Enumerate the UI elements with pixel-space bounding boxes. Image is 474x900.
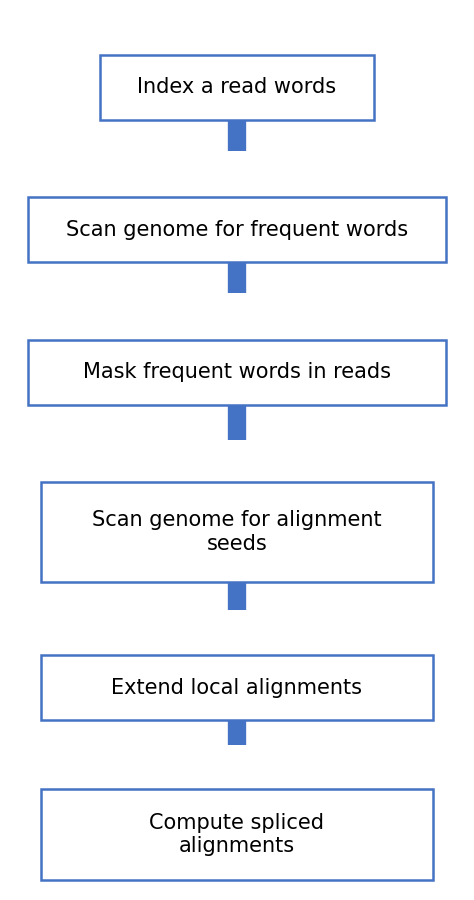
Text: Scan genome for alignment
seeds: Scan genome for alignment seeds [92, 510, 382, 554]
Text: Mask frequent words in reads: Mask frequent words in reads [83, 362, 391, 382]
FancyBboxPatch shape [27, 340, 447, 405]
FancyBboxPatch shape [100, 55, 374, 120]
FancyBboxPatch shape [27, 197, 447, 262]
Text: Scan genome for frequent words: Scan genome for frequent words [66, 220, 408, 239]
Text: Extend local alignments: Extend local alignments [111, 678, 363, 698]
FancyBboxPatch shape [41, 482, 433, 581]
Text: Index a read words: Index a read words [137, 77, 337, 97]
FancyBboxPatch shape [41, 655, 433, 720]
Text: Compute spliced
alignments: Compute spliced alignments [149, 813, 325, 856]
FancyBboxPatch shape [41, 789, 433, 880]
